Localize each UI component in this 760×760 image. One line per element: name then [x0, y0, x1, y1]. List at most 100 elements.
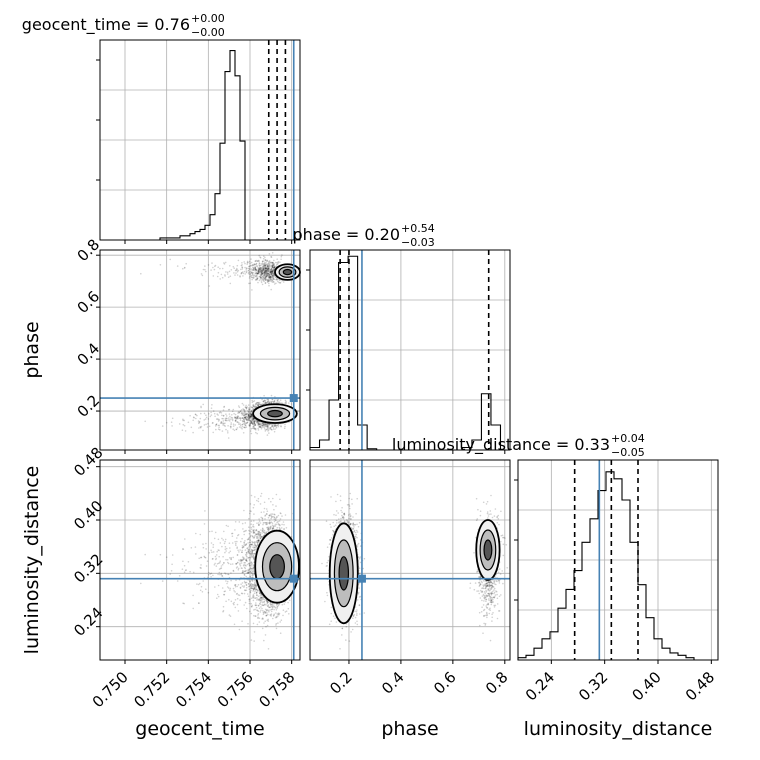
sample-point: [229, 275, 232, 278]
sample-point: [242, 408, 244, 410]
sample-point: [267, 276, 270, 279]
sample-point: [238, 411, 241, 414]
sample-point: [270, 515, 273, 518]
sample-point: [249, 580, 251, 582]
sample-point: [184, 538, 186, 540]
sample-point: [206, 560, 209, 562]
sample-point: [249, 551, 251, 553]
sample-point: [258, 264, 260, 266]
sample-point: [243, 412, 245, 415]
sample-point: [241, 428, 243, 430]
sample-point: [272, 273, 274, 275]
sample-point: [270, 278, 273, 280]
sample-point: [182, 560, 184, 563]
sample-point: [226, 417, 228, 420]
sample-point: [229, 589, 231, 591]
sample-point: [262, 273, 264, 276]
sample-point: [273, 424, 276, 426]
sample-point: [262, 268, 264, 270]
sample-point: [253, 420, 255, 422]
sample-point: [264, 402, 267, 404]
sample-point: [212, 574, 214, 577]
sample-point: [248, 532, 251, 535]
sample-point: [159, 264, 162, 266]
sample-point: [257, 429, 260, 431]
sample-point: [276, 521, 278, 524]
sample-point: [260, 273, 263, 276]
sample-point: [281, 523, 283, 526]
sample-point: [266, 268, 269, 271]
sample-point: [236, 592, 238, 595]
sample-point: [254, 424, 257, 426]
sample-point: [250, 585, 253, 587]
sample-point: [274, 428, 277, 430]
sample-point: [211, 422, 214, 424]
sample-point: [255, 535, 258, 538]
sample-point: [283, 603, 286, 605]
sample-point: [237, 610, 240, 612]
sample-point: [269, 272, 272, 274]
sample-point: [283, 427, 286, 430]
sample-point: [250, 261, 253, 264]
sample-point: [204, 510, 206, 512]
sample-point: [262, 263, 264, 266]
sample-point: [258, 271, 260, 274]
sample-point: [223, 406, 225, 408]
sample-point: [267, 273, 269, 275]
sample-point: [253, 592, 256, 595]
sample-point: [227, 573, 230, 576]
sample-point: [273, 608, 275, 611]
sample-point: [254, 263, 257, 266]
sample-point: [264, 518, 266, 520]
sample-point: [233, 429, 236, 432]
sample-point: [249, 268, 251, 271]
sample-point: [258, 260, 261, 262]
sample-point: [264, 267, 267, 270]
sample-point: [257, 595, 260, 598]
sample-point: [259, 276, 262, 279]
sample-point: [245, 575, 247, 578]
sample-point: [278, 278, 281, 281]
sample-point: [202, 403, 204, 406]
sample-point: [258, 267, 261, 270]
sample-point: [211, 262, 213, 264]
sample-point: [247, 413, 250, 416]
sample-point: [268, 260, 271, 262]
sample-point: [246, 413, 248, 416]
sample-point: [262, 269, 265, 271]
sample-point: [235, 419, 237, 422]
sample-point: [265, 265, 267, 268]
sample-point: [272, 264, 274, 267]
sample-point: [255, 606, 258, 609]
sample-point: [212, 551, 215, 553]
sample-point: [144, 553, 146, 556]
sample-point: [220, 567, 223, 569]
sample-point: [253, 264, 255, 266]
sample-point: [227, 432, 229, 434]
sample-point: [270, 273, 273, 276]
sample-point: [236, 597, 239, 600]
sample-point: [263, 278, 266, 281]
sample-point: [235, 567, 238, 569]
sample-point: [241, 425, 244, 428]
sample-point: [242, 432, 245, 434]
sample-point: [226, 580, 229, 583]
sample-point: [264, 264, 266, 267]
sample-point: [279, 498, 281, 501]
sample-point: [248, 415, 251, 417]
sample-point: [230, 579, 232, 582]
sample-point: [270, 517, 272, 520]
sample-point: [234, 585, 237, 588]
sample-point: [251, 271, 253, 274]
sample-point: [266, 402, 268, 404]
sample-point: [236, 537, 238, 539]
sample-point: [264, 424, 267, 426]
sample-point: [252, 267, 255, 270]
sample-point: [254, 423, 256, 425]
sample-point: [245, 408, 248, 410]
sample-point: [258, 269, 261, 271]
sample-point: [248, 546, 250, 548]
sample-point: [260, 281, 263, 284]
sample-point: [200, 567, 202, 569]
